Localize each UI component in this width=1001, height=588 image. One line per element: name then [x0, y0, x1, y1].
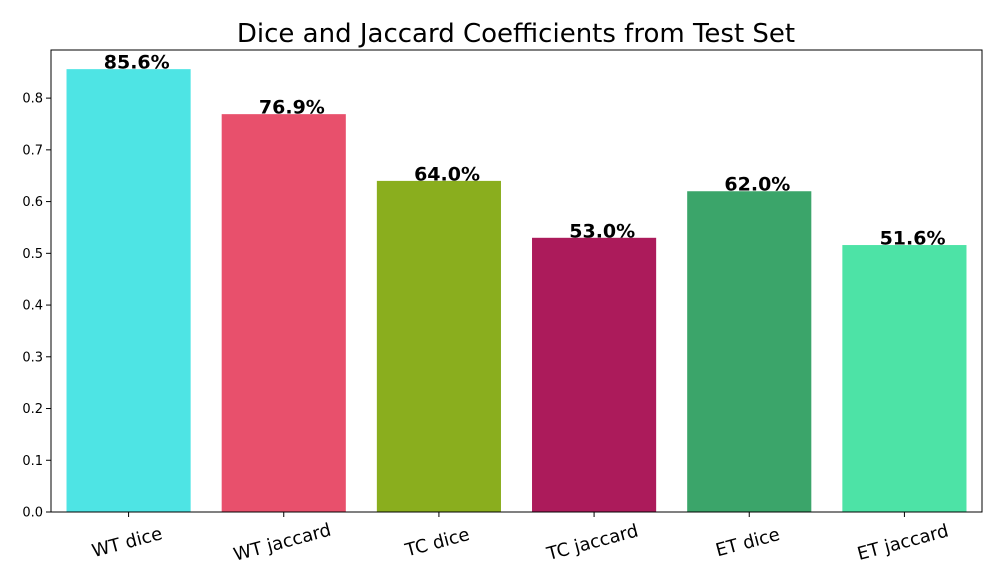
bar-value-label: 76.9%	[259, 97, 325, 119]
x-tick-label: TC jaccard	[544, 520, 641, 565]
plot-frame	[50, 49, 983, 513]
data-labels-layer: 85.6% 76.9% 64.0% 53.0% 62.0% 51.6%	[104, 52, 946, 250]
bar	[842, 245, 967, 512]
x-tick-label: WT jaccard	[231, 520, 333, 566]
y-tick-label: 0.4	[22, 299, 43, 314]
chart-title: Dice and Jaccard Coefficients from Test …	[237, 19, 795, 49]
y-tick-label: 0.8	[22, 92, 43, 107]
bar-value-label: 64.0%	[414, 163, 480, 185]
bar	[532, 237, 657, 513]
x-tick-label: ET jaccard	[855, 520, 951, 564]
x-tick-label: ET dice	[713, 524, 782, 561]
bar	[376, 180, 501, 513]
bar-value-label: 62.0%	[724, 174, 790, 196]
x-tick-label: WT dice	[90, 523, 165, 562]
y-tick-label: 0.3	[22, 350, 43, 365]
bar	[687, 191, 812, 512]
bar	[66, 69, 191, 513]
y-axis: 0.0 0.1 0.2 0.3 0.4 0.5 0.6 0.7 0.8	[22, 92, 51, 521]
y-tick-label: 0.7	[22, 143, 43, 158]
x-axis: WT dice WT jaccard TC dice TC jaccard ET dic…	[90, 512, 951, 566]
y-tick-label: 0.2	[22, 402, 43, 417]
y-tick-label: 0.6	[22, 195, 43, 210]
bar-value-label: 53.0%	[569, 220, 635, 242]
bars-layer	[66, 69, 967, 513]
y-tick-label: 0.5	[22, 247, 43, 262]
y-tick-label: 0.0	[22, 506, 43, 521]
bar-value-label: 51.6%	[880, 228, 946, 250]
bar-value-label: 85.6%	[104, 52, 170, 74]
bar	[221, 114, 346, 513]
y-tick-label: 0.1	[22, 454, 43, 469]
x-tick-label: TC dice	[402, 524, 472, 562]
